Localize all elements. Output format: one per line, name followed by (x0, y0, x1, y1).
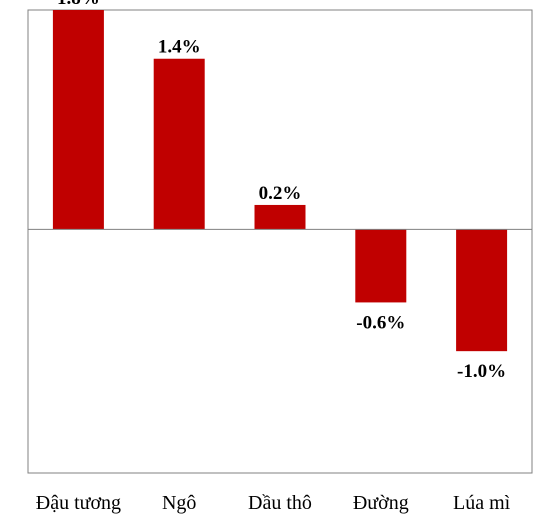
bar-0 (52, 10, 104, 230)
category-label-0: Đậu tương (36, 492, 121, 514)
bar-1 (153, 58, 205, 230)
plot-area-frame (27, 9, 533, 474)
category-label-1: Ngô (162, 492, 196, 514)
category-label-2: Dầu thô (248, 492, 312, 514)
bar-2 (254, 204, 306, 230)
bar-3 (355, 229, 407, 303)
bar-4 (456, 229, 508, 352)
data-labels-group: 1.8% 1.4% 0.2% -0.6% -1.0% (57, 0, 506, 382)
data-label-2: 0.2% (259, 183, 302, 204)
category-labels-group: Đậu tương Ngô Dầu thô Đường Lúa mì (36, 492, 511, 514)
data-label-1: 1.4% (158, 37, 201, 58)
data-label-0: 1.8% (57, 0, 100, 9)
data-label-3: -0.6% (356, 312, 405, 333)
data-label-4: -1.0% (457, 361, 506, 382)
bars-group (52, 10, 508, 352)
category-label-3: Đường (353, 492, 409, 514)
category-label-4: Lúa mì (453, 492, 511, 514)
